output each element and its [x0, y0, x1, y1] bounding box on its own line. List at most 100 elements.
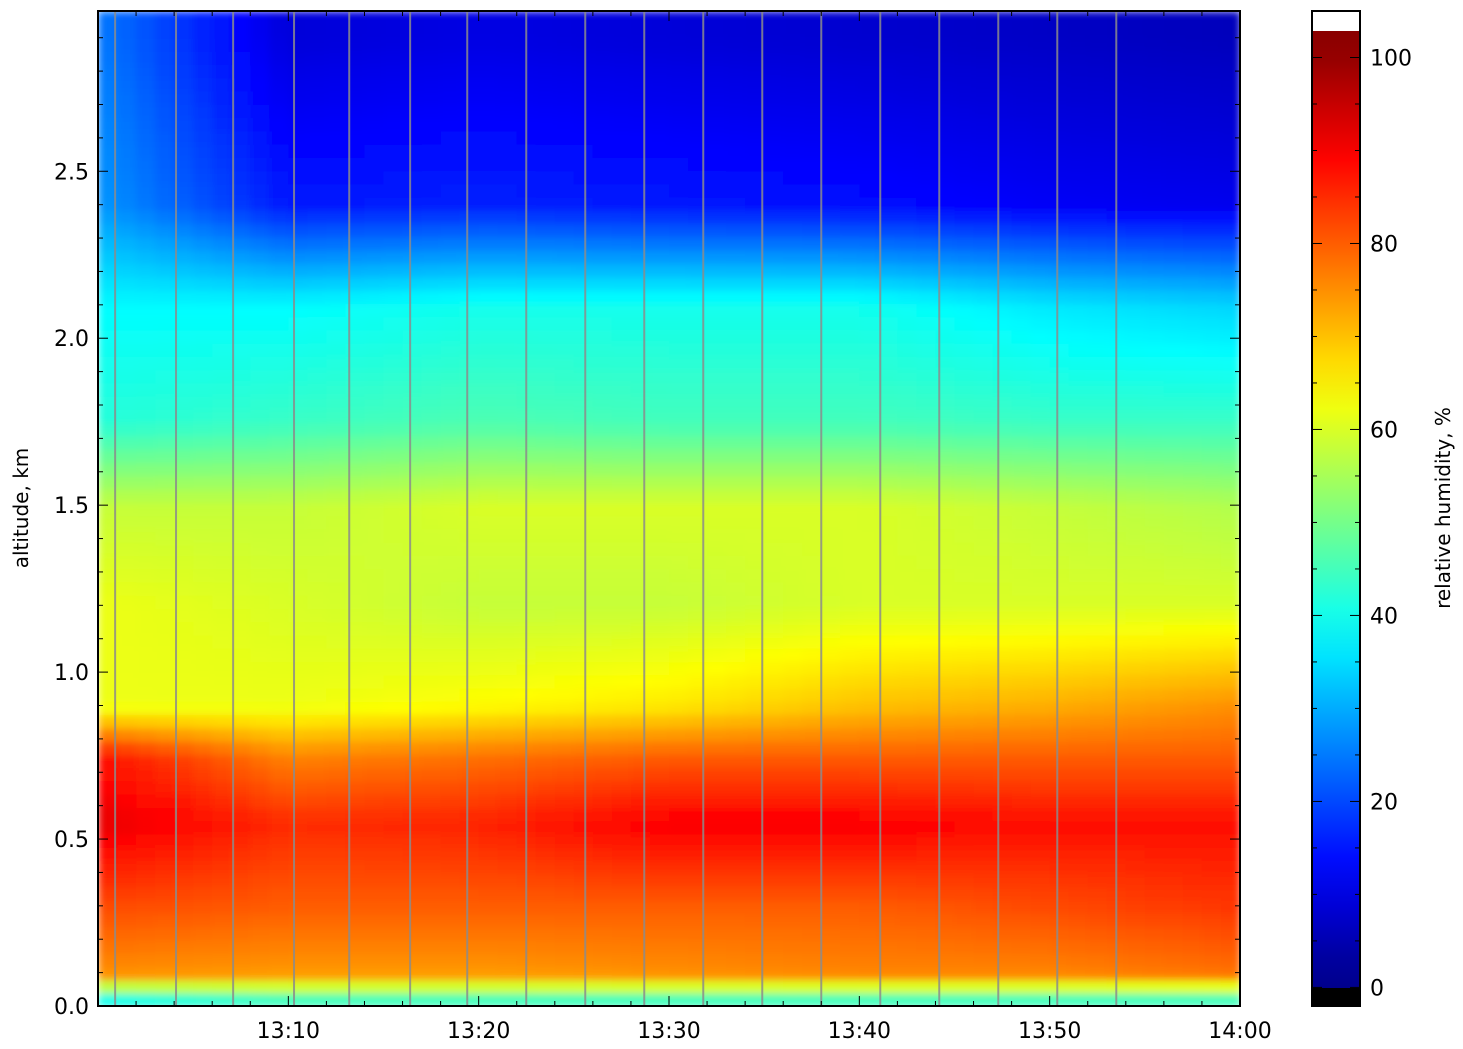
heatmap-cell [212, 50, 233, 66]
heatmap-cell [954, 833, 975, 848]
heatmap-cell [878, 64, 899, 79]
heatmap-cell [611, 833, 632, 848]
heatmap-cell [459, 886, 480, 901]
heatmap-cell [421, 515, 442, 530]
heatmap-cell [231, 820, 252, 835]
heatmap-cell [1220, 833, 1240, 848]
heatmap-cell [269, 143, 290, 158]
heatmap-cell [1201, 727, 1222, 742]
heatmap-cell [897, 422, 918, 437]
heatmap-cell [1087, 687, 1108, 702]
heatmap-cell [592, 740, 613, 755]
heatmap-cell [326, 727, 347, 742]
heatmap-cell [269, 50, 290, 66]
heatmap-cell [745, 77, 766, 92]
heatmap-cell [840, 647, 861, 663]
heatmap-cell [1011, 661, 1032, 676]
heatmap-cell [307, 50, 328, 66]
heatmap-cell [402, 528, 423, 543]
heatmap-cell [231, 316, 252, 331]
heatmap-cell [250, 236, 271, 251]
heatmap-cell [1220, 727, 1240, 742]
heatmap-cell [1087, 926, 1108, 941]
heatmap-cell [745, 210, 766, 225]
heatmap-cell [764, 541, 785, 556]
heatmap-cell [973, 621, 994, 636]
heatmap-cell [288, 594, 309, 609]
heatmap-cell [630, 448, 651, 464]
heatmap-cell [592, 939, 613, 954]
heatmap-cell [1163, 541, 1184, 556]
heatmap-cell [897, 674, 918, 689]
heatmap-cell [1220, 820, 1240, 835]
heatmap-cell [1049, 661, 1070, 676]
heatmap-cell [1087, 952, 1108, 968]
heatmap-cell [193, 263, 214, 278]
heatmap-cell [497, 156, 518, 172]
heatmap-cell [688, 488, 709, 503]
heatmap-cell [783, 700, 804, 716]
heatmap-cell [611, 886, 632, 901]
heatmap-cell [1144, 661, 1165, 676]
heatmap-cell [269, 674, 290, 689]
heatmap-cell [1182, 289, 1203, 304]
heatmap-cell [98, 740, 119, 755]
heatmap-cell [478, 926, 499, 941]
heatmap-cell [345, 249, 366, 265]
heatmap-cell [212, 501, 233, 517]
heatmap-cell [212, 873, 233, 888]
heatmap-cell [669, 501, 690, 517]
heatmap-cell [954, 395, 975, 410]
heatmap-cell [669, 581, 690, 596]
heatmap-cell [98, 554, 119, 570]
heatmap-cell [497, 528, 518, 543]
heatmap-cell [421, 183, 442, 198]
heatmap-cell [250, 740, 271, 755]
heatmap-cell [916, 475, 937, 490]
heatmap-cell [745, 581, 766, 596]
heatmap-cell [1011, 554, 1032, 570]
heatmap-cell [630, 899, 651, 915]
heatmap-cell [688, 422, 709, 437]
heatmap-cell [1201, 435, 1222, 450]
heatmap-cell [421, 236, 442, 251]
heatmap-cell [383, 369, 404, 384]
heatmap-cell [1182, 634, 1203, 649]
heatmap-cell [478, 714, 499, 729]
heatmap-cell [98, 183, 119, 198]
heatmap-cell [1011, 846, 1032, 862]
heatmap-cell [573, 554, 594, 570]
heatmap-cell [155, 143, 176, 158]
heatmap-cell [231, 369, 252, 384]
heatmap-cell [117, 541, 138, 556]
heatmap-cell [745, 913, 766, 928]
heatmap-cell [688, 382, 709, 397]
heatmap-cell [1068, 369, 1089, 384]
heatmap-cell [1125, 50, 1146, 66]
heatmap-cell [688, 196, 709, 211]
heatmap-cell [554, 342, 575, 357]
heatmap-cell [478, 634, 499, 649]
heatmap-cell [440, 103, 461, 119]
heatmap-cell [1030, 435, 1051, 450]
heatmap-cell [707, 979, 728, 994]
heatmap-cell [478, 740, 499, 755]
heatmap-cell [364, 714, 385, 729]
heatmap-cell [707, 249, 728, 265]
heatmap-cell [764, 223, 785, 238]
heatmap-cell [1220, 634, 1240, 649]
heatmap-cell [688, 860, 709, 875]
heatmap-cell [269, 608, 290, 623]
heatmap-cell [821, 316, 842, 331]
heatmap-cell [136, 369, 157, 384]
heatmap-cell [212, 687, 233, 702]
heatmap-cell [745, 753, 766, 769]
heatmap-cell [554, 568, 575, 583]
heatmap-cell [573, 103, 594, 119]
heatmap-cell [402, 143, 423, 158]
heatmap-cell [1163, 196, 1184, 211]
heatmap-cell [1068, 899, 1089, 915]
heatmap-cell [1011, 952, 1032, 968]
heatmap-cell [269, 979, 290, 994]
